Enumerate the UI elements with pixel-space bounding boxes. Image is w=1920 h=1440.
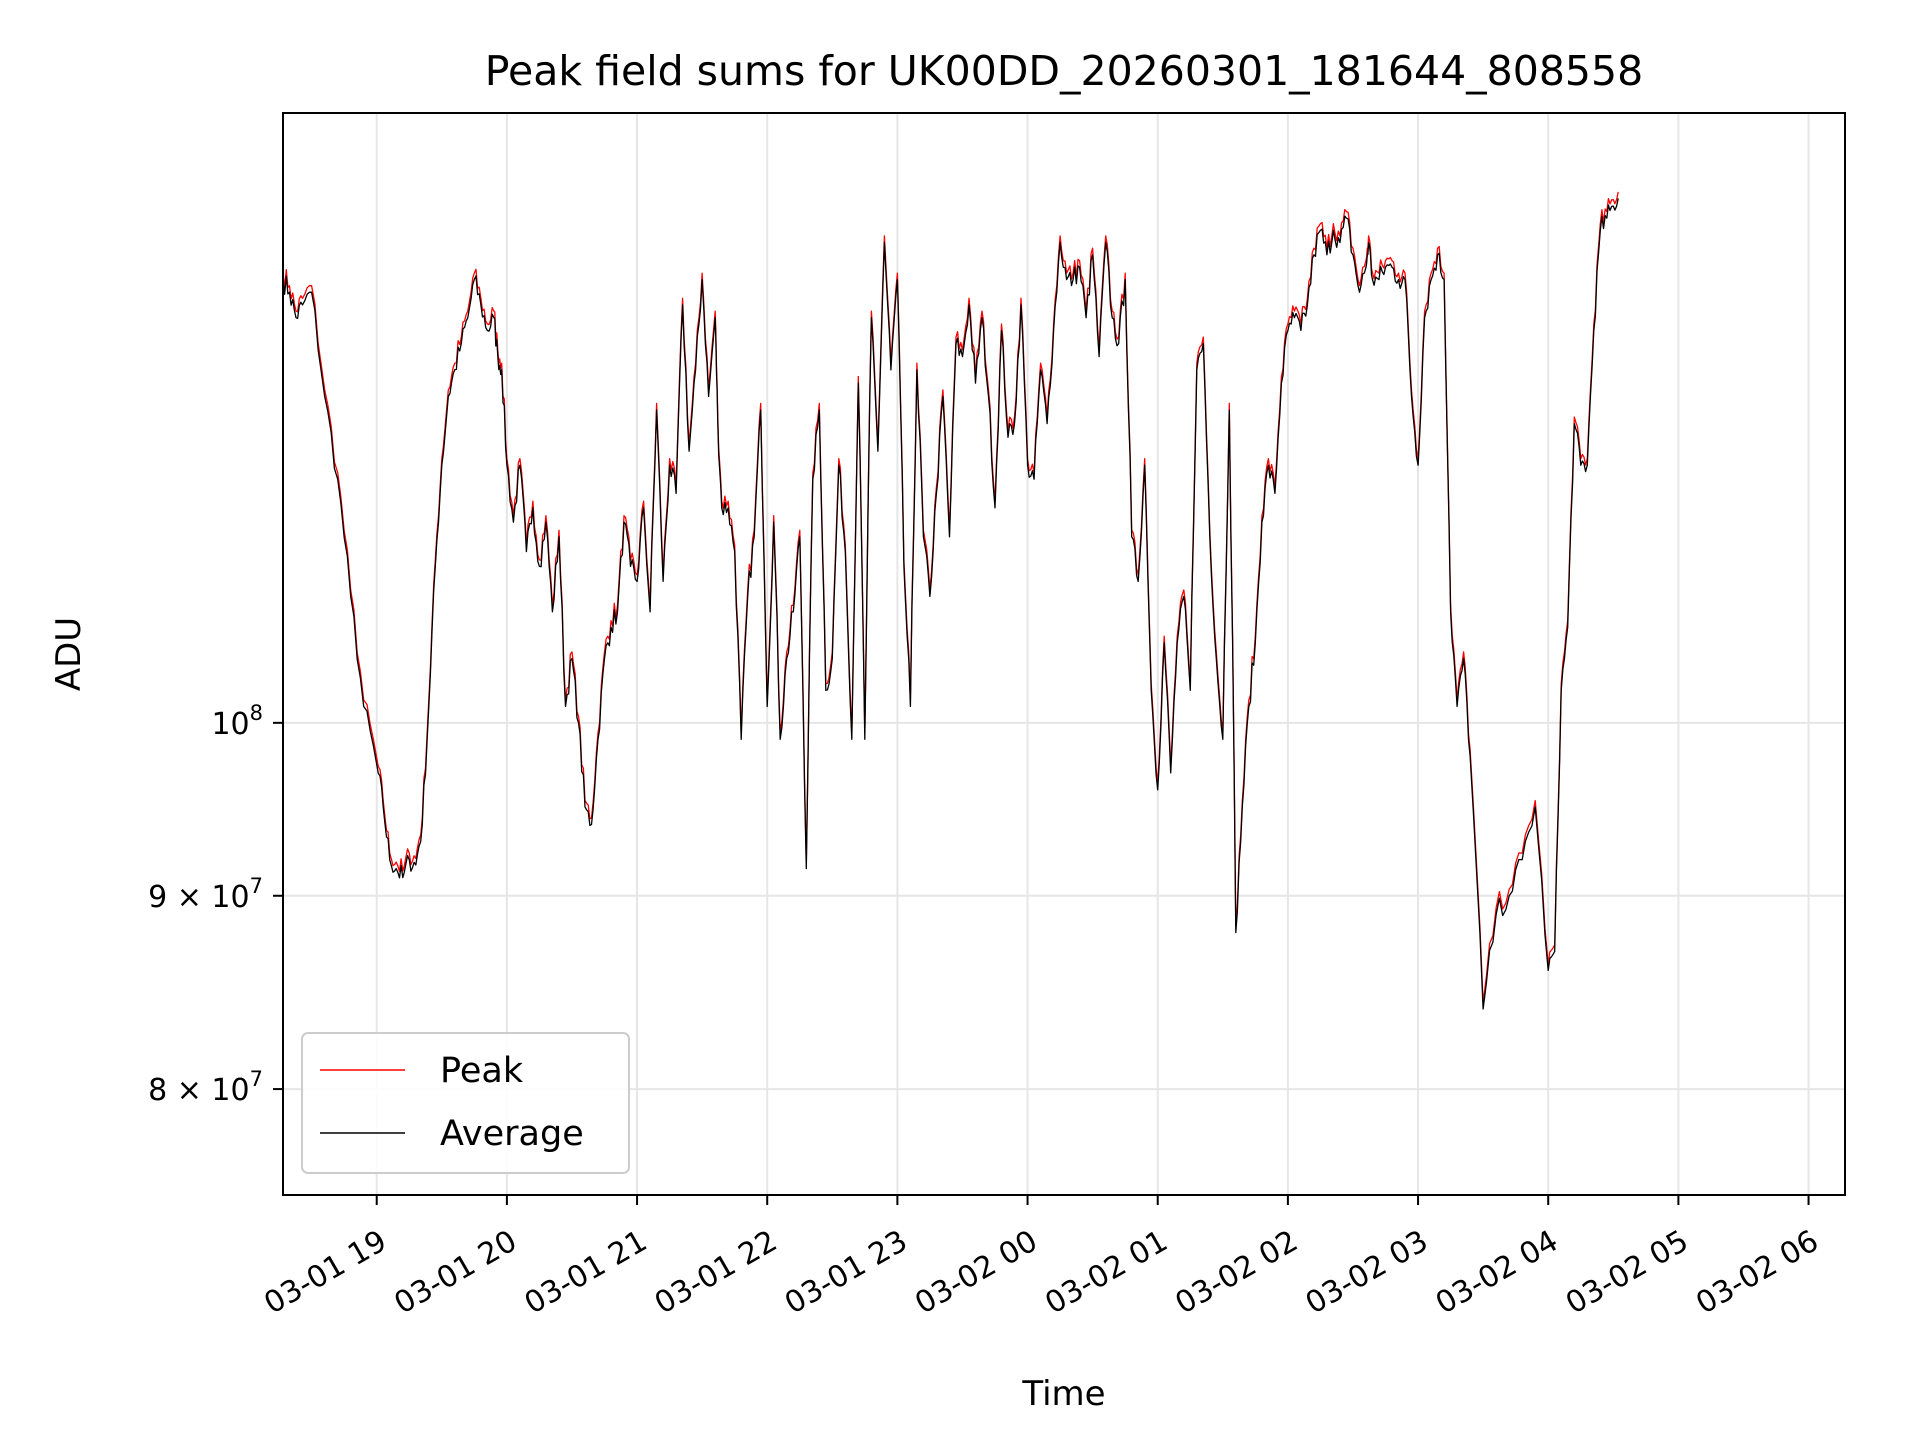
legend-box [301, 1032, 630, 1174]
plot-frame [282, 112, 1846, 1196]
y-axis-title: ADU [49, 617, 89, 691]
y-tick-label: 8 × 107 [148, 1067, 263, 1108]
y-tick-label: 9 × 107 [148, 874, 263, 915]
series-line-average [282, 198, 1619, 1010]
legend-label-peak: Peak [440, 1051, 524, 1091]
series-layer [282, 191, 1619, 1010]
legend-label-average: Average [440, 1114, 584, 1154]
x-axis-title: Time [1021, 1374, 1105, 1414]
legend: Peak Average [301, 1032, 630, 1174]
chart-title: Peak field sums for UK00DD_20260301_1816… [485, 47, 1643, 95]
grid-lines [283, 113, 1845, 1195]
